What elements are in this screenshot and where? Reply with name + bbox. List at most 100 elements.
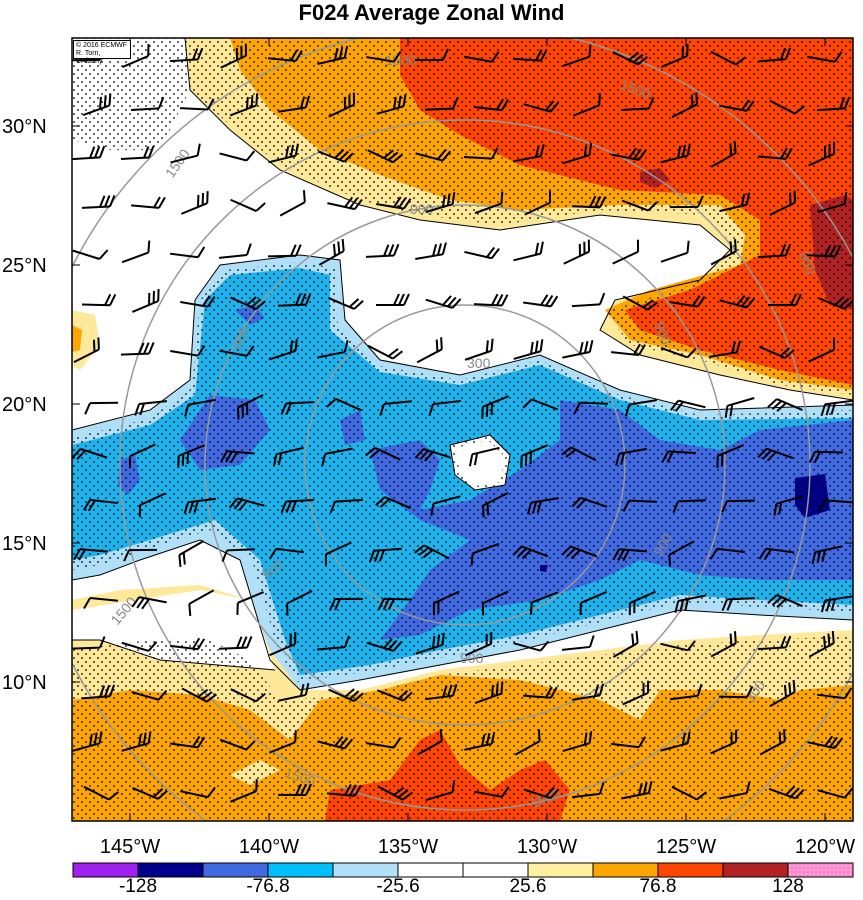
wind-barb (317, 148, 354, 163)
wind-barb (326, 398, 362, 412)
wind-barb (267, 49, 303, 62)
wind-barb (230, 296, 266, 311)
wind-barb (432, 590, 460, 616)
longitude-label: 125°W (656, 836, 716, 858)
colorbar-swatch (137, 862, 204, 878)
wind-barb (425, 683, 458, 701)
wind-barb (328, 688, 364, 703)
longitude-label: 120°W (795, 836, 855, 858)
wind-barb (719, 99, 755, 112)
wind-barb (132, 787, 168, 800)
wind-barb (230, 688, 266, 703)
colorbar-swatch (267, 862, 334, 878)
wind-barb (328, 92, 356, 118)
wind-barb (769, 190, 796, 216)
wind-barb (573, 401, 609, 414)
wind-barb (237, 394, 264, 420)
wind-barb (468, 446, 500, 467)
wind-barb (329, 597, 364, 611)
wind-barb (329, 498, 364, 514)
contour-label: 900 (460, 650, 484, 666)
wind-barb (326, 783, 362, 797)
wind-barb (424, 97, 459, 111)
wind-barb (120, 342, 155, 356)
wind-barb (668, 540, 695, 567)
wind-barb (523, 294, 559, 308)
wind-barb (82, 498, 118, 512)
wind-barb (375, 293, 410, 307)
wind-barb (218, 636, 253, 650)
colorbar-swatch (722, 862, 789, 878)
wind-barb (808, 631, 835, 658)
wind-barb (759, 345, 795, 359)
wind-barb (806, 244, 842, 258)
latitude-label: 15°N (2, 533, 47, 555)
wind-barb (807, 735, 843, 750)
wind-barb (562, 142, 593, 165)
wind-barb (767, 594, 803, 608)
wind-barb (660, 143, 691, 164)
wind-barb (481, 590, 509, 616)
wind-barb (464, 338, 494, 361)
wind-barb (121, 240, 151, 264)
wind-barb (179, 98, 215, 111)
wind-barb (221, 548, 256, 563)
wind-barb (379, 400, 413, 416)
wind-barb (170, 637, 206, 651)
wind-barb (721, 499, 756, 513)
wind-barb (218, 243, 252, 259)
wind-barb (523, 786, 560, 800)
contour-label: 900 (229, 325, 252, 353)
credit-box: © 2016 ECMWF R. Torn, UAlbany (73, 40, 131, 65)
wind-barb (579, 590, 607, 616)
wind-barb (130, 96, 165, 112)
wind-barb (229, 93, 259, 117)
wind-barb (709, 547, 745, 560)
credit-line: R. Torn, UAlbany (76, 50, 103, 65)
wind-barb (416, 729, 443, 756)
wind-barb (277, 783, 312, 797)
wind-barb (571, 496, 608, 509)
wind-barb (73, 337, 100, 364)
wind-barb (83, 785, 119, 801)
wind-barb (414, 448, 451, 462)
wind-barb (661, 450, 697, 463)
wind-barb (230, 198, 266, 212)
wind-barb (710, 50, 746, 66)
wind-barb (757, 47, 791, 63)
wind-barb (184, 398, 216, 417)
wind-barb (228, 497, 265, 511)
latitude-label: 10°N (2, 672, 47, 694)
wind-barb (768, 785, 805, 800)
wind-barb (463, 147, 499, 160)
wind-barb (121, 641, 158, 652)
wind-barb (366, 737, 402, 749)
wind-barb (183, 497, 216, 515)
wind-barb (170, 345, 206, 357)
longitude-label: 140°W (239, 836, 299, 858)
wind-barb (327, 196, 363, 211)
wind-barb (767, 398, 803, 412)
wind-barb (769, 679, 796, 707)
wind-barb (366, 51, 402, 63)
wind-barb (674, 594, 706, 613)
wind-barb (131, 689, 168, 701)
colorbar-swatch (202, 862, 269, 878)
wind-barb (709, 340, 741, 358)
wind-barb (121, 731, 152, 752)
wind-barb (572, 683, 604, 701)
contour-label: 900 (651, 319, 674, 347)
wind-barb (377, 785, 414, 801)
wind-barb (474, 786, 510, 798)
colorbar-swatch (787, 862, 854, 878)
wind-barb (416, 337, 443, 364)
latitude-label: 30°N (2, 116, 47, 138)
wind-barb (612, 51, 648, 66)
wind-barb (612, 630, 639, 658)
wind-barb (317, 736, 354, 750)
wind-barb (83, 597, 119, 609)
wind-barb (710, 729, 738, 755)
wind-barb (279, 190, 306, 217)
wind-barb (376, 689, 413, 702)
wind-barb (719, 781, 751, 800)
